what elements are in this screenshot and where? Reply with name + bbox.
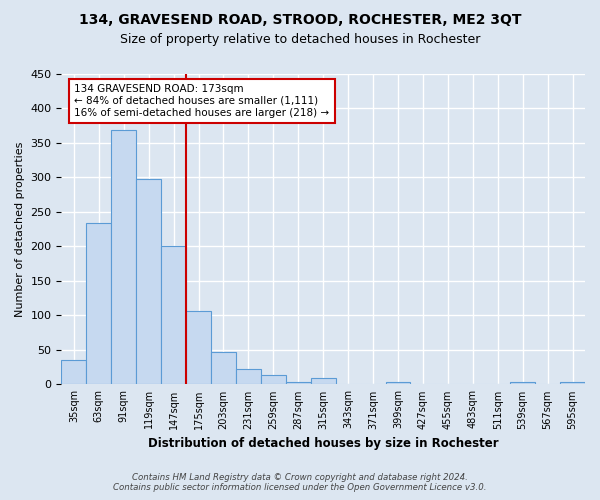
Bar (510, 382, 535, 384)
Text: 134 GRAVESEND ROAD: 173sqm
← 84% of detached houses are smaller (1,111)
16% of s: 134 GRAVESEND ROAD: 173sqm ← 84% of deta… (74, 84, 329, 117)
Bar (161, 246, 186, 384)
Bar (61, 360, 86, 384)
Text: 134, GRAVESEND ROAD, STROOD, ROCHESTER, ME2 3QT: 134, GRAVESEND ROAD, STROOD, ROCHESTER, … (79, 12, 521, 26)
Bar (186, 312, 211, 384)
Text: Size of property relative to detached houses in Rochester: Size of property relative to detached ho… (120, 32, 480, 46)
Bar (261, 376, 286, 384)
Bar (86, 223, 111, 384)
Text: Contains HM Land Registry data © Crown copyright and database right 2024.
Contai: Contains HM Land Registry data © Crown c… (113, 473, 487, 492)
Bar (236, 368, 261, 384)
Bar (286, 382, 311, 384)
Bar (111, 130, 136, 384)
Bar (211, 352, 236, 384)
Y-axis label: Number of detached properties: Number of detached properties (15, 142, 25, 317)
Bar (386, 382, 410, 384)
Bar (311, 378, 335, 384)
X-axis label: Distribution of detached houses by size in Rochester: Distribution of detached houses by size … (148, 437, 499, 450)
Bar (560, 382, 585, 384)
Bar (136, 179, 161, 384)
